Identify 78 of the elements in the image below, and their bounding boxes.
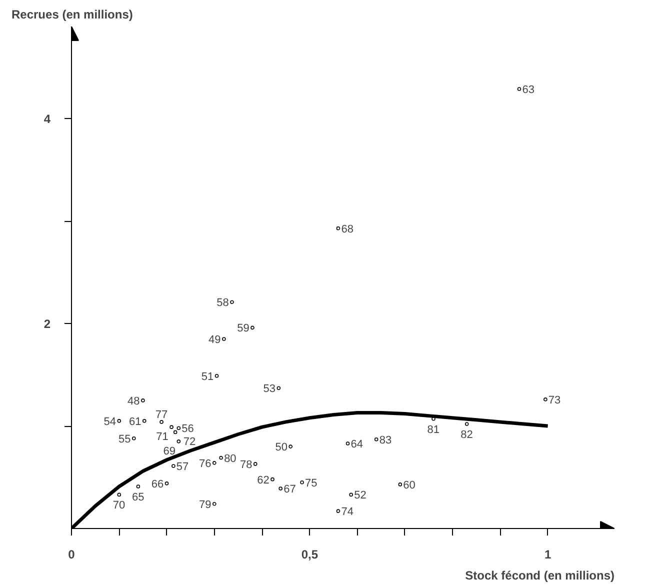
annotation: 71	[156, 431, 168, 444]
annotation: 63	[522, 84, 534, 96]
annotation: 72	[183, 436, 196, 448]
y-tick-label: 2	[44, 317, 51, 332]
annotation: 59	[237, 322, 250, 335]
annotation: 65	[132, 491, 144, 504]
point	[164, 482, 169, 486]
point	[212, 461, 216, 465]
annotation: 62	[257, 474, 270, 486]
annotation: 56	[182, 423, 194, 436]
annotation: 51	[201, 370, 214, 383]
annotation: 50	[275, 442, 288, 454]
point	[253, 462, 258, 466]
annotation: 49	[208, 334, 221, 346]
annotation: 66	[151, 478, 164, 490]
annotation: 57	[176, 461, 189, 474]
point	[346, 442, 350, 446]
point	[517, 87, 522, 91]
point	[214, 374, 219, 378]
x-tick-label: 1	[544, 548, 552, 562]
x-tick-label: 0,5	[301, 548, 318, 562]
annotation: 48	[128, 395, 140, 408]
y-axis-title: Recrues (en millions)	[12, 8, 133, 22]
annotation: 82	[460, 429, 473, 441]
point	[288, 444, 293, 448]
point	[336, 226, 340, 230]
point	[398, 482, 402, 486]
annotation: 60	[403, 479, 416, 492]
point	[160, 420, 164, 424]
point	[212, 502, 216, 506]
point	[270, 477, 274, 482]
annotation: 55	[118, 433, 131, 446]
annotation: 58	[216, 297, 229, 310]
point	[142, 419, 146, 423]
point	[222, 337, 226, 341]
point	[276, 386, 281, 390]
annotation: 78	[240, 458, 252, 471]
annotation: 74	[341, 506, 354, 518]
point	[278, 486, 283, 490]
point	[172, 464, 176, 468]
point	[132, 436, 136, 440]
annotation: 80	[224, 452, 236, 465]
annotation: 83	[379, 434, 392, 446]
annotation: 70	[112, 500, 126, 512]
annotation: 69	[163, 445, 176, 458]
point	[336, 509, 340, 513]
annotation: 73	[548, 394, 561, 406]
point	[141, 398, 145, 402]
point	[117, 419, 122, 423]
point	[544, 398, 548, 402]
annotation: 81	[427, 424, 440, 436]
annotation: 53	[263, 383, 276, 396]
annotation: 54	[104, 416, 116, 428]
point	[170, 425, 174, 429]
annotation: 61	[128, 416, 142, 428]
annotation: 77	[155, 408, 168, 421]
annotation: 67	[284, 484, 296, 496]
point	[250, 326, 254, 330]
point	[374, 437, 378, 442]
point	[136, 484, 140, 488]
point	[300, 480, 304, 484]
point	[176, 440, 181, 444]
annotation: 76	[198, 458, 212, 470]
point	[219, 456, 223, 460]
annotation: 79	[198, 498, 212, 511]
annotation: 64	[350, 438, 364, 450]
y-tick-label: 4	[44, 112, 51, 126]
point	[230, 300, 234, 304]
point	[176, 426, 181, 430]
point	[173, 430, 178, 434]
annotation: 75	[305, 477, 318, 490]
point	[117, 492, 122, 497]
point	[464, 422, 469, 426]
point	[349, 492, 353, 497]
annotation: 52	[354, 490, 366, 502]
x-tick-label: 0	[68, 548, 76, 562]
annotation: 68	[341, 223, 354, 236]
x-axis-title: Stock fécond (en millions)	[465, 568, 615, 582]
